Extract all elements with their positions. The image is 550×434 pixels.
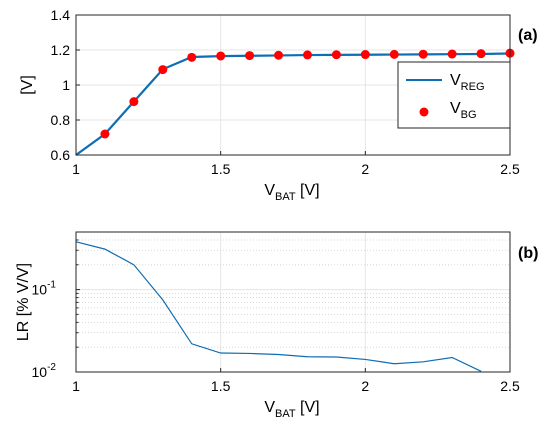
panel-b-axes-box bbox=[75, 231, 511, 373]
x-tick-label: 1 bbox=[72, 378, 80, 394]
legend-entry-1: VREG bbox=[450, 72, 485, 93]
panel-a-legend: VREG VBG bbox=[397, 61, 511, 129]
x-tick-label: 2 bbox=[361, 161, 369, 177]
panel-a-ylabel: [V] bbox=[19, 75, 36, 95]
series-vbg-point bbox=[302, 50, 312, 60]
panel-a-xlabel: VBAT [V] bbox=[264, 182, 319, 203]
series-vbg-point bbox=[274, 50, 284, 60]
x-tick-label: 1.5 bbox=[211, 161, 231, 177]
panel-b-xlabel: VBAT [V] bbox=[264, 399, 319, 420]
panel-a-chart: 1 1.5 2 2.5 0.6 0.8 1 1.2 1.4 (a) [V] VBAT [V] V… bbox=[19, 7, 538, 203]
series-vbg-point bbox=[418, 49, 428, 59]
x-tick-label: 1.5 bbox=[211, 378, 231, 394]
panel-a-label: (a) bbox=[518, 27, 538, 44]
series-vbg-point bbox=[331, 50, 341, 60]
x-tick-label: 2 bbox=[361, 378, 369, 394]
series-vbg-point bbox=[100, 129, 110, 139]
panel-b-ticks: 1 1.5 2 2.5 10-2 10-1 bbox=[32, 231, 520, 394]
panel-a-ticks: 1 1.5 2 2.5 0.6 0.8 1 1.2 1.4 bbox=[51, 7, 520, 177]
y-tick-label: 1.2 bbox=[51, 42, 71, 58]
series-vbg-point bbox=[389, 49, 399, 59]
series-vreg-line bbox=[75, 52, 511, 156]
x-tick-label: 2.5 bbox=[500, 161, 520, 177]
y-tick-label: 10-1 bbox=[32, 280, 57, 298]
panel-b-series bbox=[75, 241, 482, 372]
x-tick-label: 2.5 bbox=[500, 378, 520, 394]
series-lr-line bbox=[75, 241, 482, 372]
panel-a-series bbox=[75, 48, 515, 156]
series-vbg-point bbox=[447, 49, 457, 59]
series-vbg-point bbox=[476, 49, 486, 59]
y-tick-label: 1.4 bbox=[51, 7, 71, 23]
series-vbg-point bbox=[216, 51, 226, 61]
legend-entry-2: VBG bbox=[450, 100, 477, 121]
legend-box bbox=[397, 61, 511, 129]
panel-b-chart: 1 1.5 2 2.5 10-2 10-1 (b) LR [% V/V] VBAT [V] bbox=[15, 231, 538, 420]
series-vbg-point bbox=[187, 52, 197, 62]
panel-b-ylabel: LR [% V/V] bbox=[15, 263, 32, 341]
x-tick-label: 1 bbox=[72, 161, 80, 177]
panel-b-grid bbox=[75, 231, 511, 373]
y-tick-label: 1 bbox=[62, 77, 70, 93]
legend-marker-swatch bbox=[419, 107, 429, 117]
y-tick-label: 0.8 bbox=[51, 112, 71, 128]
series-vbg-point bbox=[158, 65, 168, 75]
y-tick-label: 10-2 bbox=[32, 362, 57, 380]
series-vbg-point bbox=[245, 51, 255, 61]
panel-b-label: (b) bbox=[518, 245, 538, 262]
series-vbg-point bbox=[360, 50, 370, 60]
series-vbg-point bbox=[129, 97, 139, 107]
y-tick-label: 0.6 bbox=[51, 147, 71, 163]
